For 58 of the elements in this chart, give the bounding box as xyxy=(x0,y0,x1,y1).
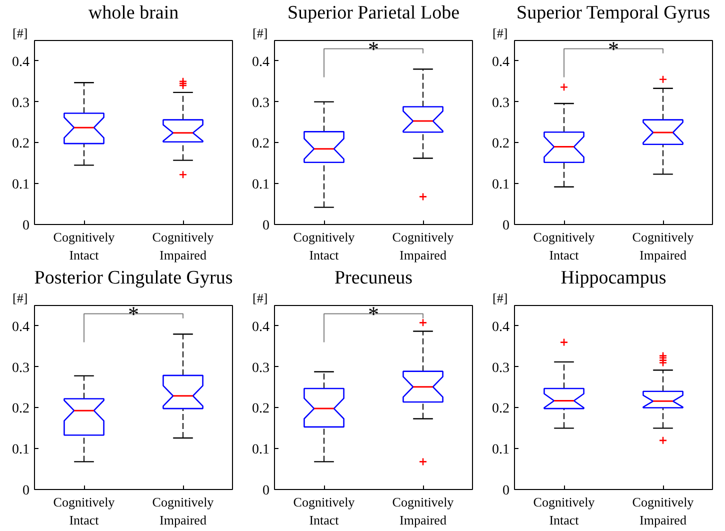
y-tick-label: 0.4 xyxy=(492,320,510,335)
y-tick-label: 0.1 xyxy=(252,178,270,193)
y-tick-label: 0.4 xyxy=(12,54,30,70)
y-axis-title: [#] xyxy=(252,290,268,306)
y-tick-label: 0.4 xyxy=(492,54,510,70)
y-tick-label: 0.1 xyxy=(252,442,270,458)
chart-title: Superior Temporal Gyrus xyxy=(516,2,710,24)
y-tick-label: 0.2 xyxy=(12,136,30,152)
x-tick-label: Cognitively Impaired xyxy=(632,230,694,262)
y-axis-title: [#] xyxy=(12,290,28,306)
y-axis-title: [#] xyxy=(252,26,268,40)
y-tick-label: 0 xyxy=(22,218,30,234)
y-axis-title: [#] xyxy=(492,26,508,40)
y-tick-label: 0 xyxy=(502,484,510,498)
x-tick-label: Cognitively Intact xyxy=(53,230,116,262)
y-tick-label: 0.1 xyxy=(492,178,510,193)
y-tick-label: 0.2 xyxy=(252,136,270,152)
x-tick-label: Cognitively Impaired xyxy=(392,494,454,528)
x-tick-label: Cognitively Intact xyxy=(293,230,356,262)
y-tick-label: 0.1 xyxy=(12,178,30,193)
chart-title: Posterior Cingulate Gyrus xyxy=(34,268,233,288)
y-tick-label: 0.1 xyxy=(12,442,30,458)
y-tick-label: 0.2 xyxy=(492,136,510,152)
annotation: * xyxy=(128,301,139,326)
y-tick-label: 0.3 xyxy=(492,96,510,111)
annotation: * xyxy=(368,36,379,62)
y-tick-label: 0.4 xyxy=(12,320,30,335)
y-tick-label: 0.2 xyxy=(492,402,510,417)
x-tick-label: Cognitively Impaired xyxy=(152,494,214,528)
y-tick-label: 0.3 xyxy=(252,96,270,111)
y-tick-label: 0.1 xyxy=(492,442,510,458)
y-tick-label: 0 xyxy=(262,484,270,498)
y-axis-title: [#] xyxy=(12,26,28,40)
annotation: * xyxy=(608,36,619,62)
chart-title: Superior Parietal Lobe xyxy=(288,2,460,24)
x-tick-label: Cognitively Intact xyxy=(533,494,596,528)
y-tick-label: 0 xyxy=(22,484,30,498)
y-tick-label: 0.4 xyxy=(252,54,270,70)
y-tick-label: 0 xyxy=(502,218,510,234)
y-tick-label: 0.3 xyxy=(492,360,510,376)
annotation: * xyxy=(368,301,379,326)
chart-title: whole brain xyxy=(88,2,180,24)
x-tick-label: Cognitively Impaired xyxy=(392,230,454,262)
y-axis-title: [#] xyxy=(492,290,508,306)
x-tick-label: Cognitively Intact xyxy=(293,494,356,528)
y-tick-label: 0.4 xyxy=(252,320,270,335)
x-tick-label: Cognitively Intact xyxy=(533,230,596,262)
x-tick-label: Cognitively Impaired xyxy=(152,230,214,262)
y-tick-label: 0.3 xyxy=(12,360,30,376)
y-tick-label: 0.2 xyxy=(12,402,30,417)
y-tick-label: 0.3 xyxy=(252,360,270,376)
y-tick-label: 0 xyxy=(262,218,270,234)
y-tick-label: 0.2 xyxy=(252,402,270,417)
chart-title: Hippocampus xyxy=(560,268,666,288)
x-tick-label: Cognitively Intact xyxy=(53,494,116,528)
chart-title: Precuneus xyxy=(334,268,413,288)
x-tick-label: Cognitively Impaired xyxy=(632,494,694,528)
y-tick-label: 0.3 xyxy=(12,96,30,111)
